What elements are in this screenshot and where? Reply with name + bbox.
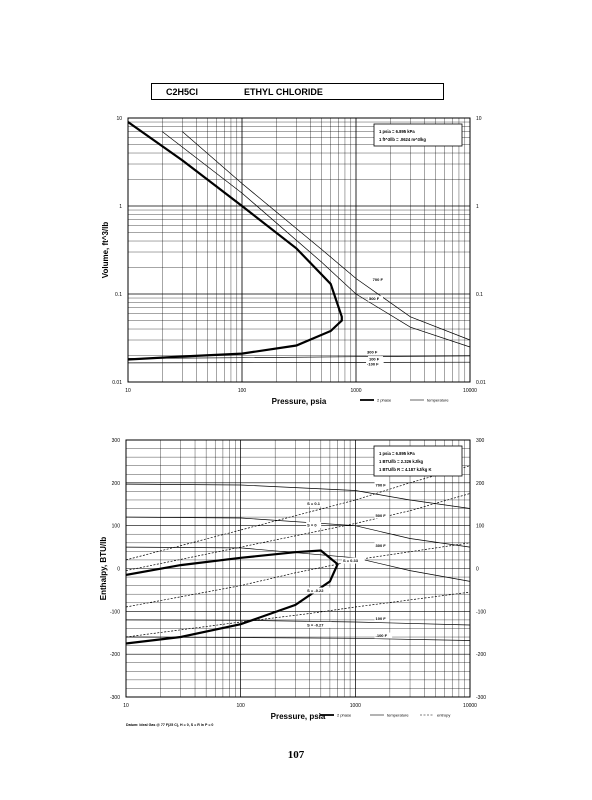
curve-label: S = 0 [307, 523, 317, 528]
curve-label: 100 F [369, 357, 380, 362]
y-tick-label-right: 300 [476, 438, 485, 444]
y-tick-label-right: 0.1 [476, 292, 483, 298]
y-tick-label-right: 100 [476, 524, 485, 530]
datum-footnote: Datum: Ideal Gas @ 77 F(25 C), H = 0, S … [126, 723, 213, 727]
legend-label: 2 phase [377, 398, 392, 403]
curve-label: 100 F [376, 616, 387, 621]
y-tick-label-right: 0 [476, 567, 479, 573]
y-tick-label-right: 0.01 [476, 380, 486, 386]
y-tick-label: 0.01 [112, 380, 122, 386]
y-tick-label: -300 [110, 695, 120, 701]
x-tick-label: 100 [238, 388, 247, 394]
series-line-700-f [182, 131, 471, 341]
y-tick-label: -200 [110, 652, 120, 658]
annotation-bg [306, 621, 332, 628]
legend-label: 2 phase [337, 713, 352, 718]
plot-frame [125, 439, 471, 698]
series-line-2-phase [127, 121, 343, 361]
series-line-s-0-27 [125, 591, 471, 638]
chemical-formula: C2H5Cl [166, 87, 199, 97]
annotation-bg [341, 557, 365, 564]
y-tick-label-right: -200 [476, 652, 486, 658]
y-tick-label-right: 1 [476, 204, 479, 210]
y-tick-label-right: -300 [476, 695, 486, 701]
y-axis-title: Enthalpy, BTU/lb [99, 537, 108, 601]
y-tick-label: 10 [116, 116, 122, 122]
y-tick-label: 300 [112, 438, 121, 444]
curve-label: 700 F [376, 482, 387, 487]
y-tick-label: 100 [112, 524, 121, 530]
curve-label: 500 F [369, 296, 380, 301]
y-tick-label-right: 200 [476, 481, 485, 487]
annotation-bg [367, 295, 383, 302]
annotation-bg [374, 542, 390, 549]
y-tick-label-right: 10 [476, 116, 482, 122]
series-line-500-f [125, 516, 471, 548]
curve-label: 300 F [376, 543, 387, 548]
plot-frame [127, 117, 471, 383]
conversion-box [373, 123, 463, 147]
series-line--100-f [125, 636, 471, 641]
annotation-bg [366, 360, 384, 367]
annotation-bg [306, 522, 322, 529]
annotation-bg [366, 349, 382, 356]
legend-label: temperature [387, 713, 409, 718]
annotation-bg [367, 356, 383, 363]
x-tick-label: 10 [125, 388, 131, 394]
curve-label: S = 0.33 [343, 558, 359, 563]
series-line--100-f [127, 361, 471, 364]
annotation-bg [374, 481, 390, 488]
curve-label: S = -0.22 [307, 588, 324, 593]
x-tick-label: 1000 [350, 388, 361, 394]
x-tick-label: 1000 [350, 703, 361, 709]
curve-label: 700 F [373, 277, 384, 282]
conversion-text: 1 psia = 6.895 kPa [379, 129, 415, 134]
conversion-text: 1 BTU/lb R = 4.187 kJ/kg K [379, 467, 431, 472]
series-line-s-0-22 [125, 542, 471, 608]
curve-label: 300 F [367, 350, 378, 355]
x-axis-title: Pressure, psia [272, 397, 327, 406]
y-axis-title: Volume, ft^3/lb [101, 222, 110, 279]
page-number: 107 [287, 749, 305, 761]
x-tick-label: 10000 [463, 388, 477, 394]
series-line-100-f [125, 619, 471, 626]
annotation-bg [374, 512, 390, 519]
series-line-500-f [162, 131, 471, 348]
conversion-text: 1 psia = 6.895 kPa [379, 451, 415, 456]
chemical-name: ETHYL CHLORIDE [244, 87, 323, 97]
curve-label: S = 0.1 [307, 501, 321, 506]
y-tick-label: 200 [112, 481, 121, 487]
annotation-bg [371, 276, 387, 283]
x-tick-label: 100 [236, 703, 245, 709]
legend-label: entropy [437, 713, 450, 718]
x-tick-label: 10 [123, 703, 129, 709]
conversion-text: 1 ft^3/lb = .0624 m^3/kg [379, 137, 426, 142]
series-line-300-f [127, 355, 471, 359]
y-tick-label: 1 [119, 204, 122, 210]
annotation-bg [374, 632, 393, 639]
series-line-2-phase [125, 549, 339, 645]
y-tick-label-right: -100 [476, 609, 486, 615]
conversion-text: 1 BTU/lb = 2.326 kJ/kg [379, 459, 424, 464]
series-line-700-f [125, 483, 471, 509]
y-tick-label: 0 [117, 567, 120, 573]
chart-title-box: C2H5Cl ETHYL CHLORIDE [151, 83, 444, 100]
curve-label: -100 F [367, 361, 379, 366]
curve-label: -100 F [376, 633, 388, 638]
curve-label: S = -0.27 [307, 622, 324, 627]
annotation-bg [374, 615, 390, 622]
series-line-s-0 [125, 493, 471, 571]
annotation-bg [306, 500, 327, 507]
conversion-box [373, 445, 463, 477]
legend-label: temperature [427, 398, 449, 403]
annotation-bg [306, 587, 332, 594]
series-line-s-0-1 [125, 465, 471, 561]
x-tick-label: 10000 [463, 703, 477, 709]
x-axis-title: Pressure, psia [271, 712, 326, 721]
y-tick-label: -100 [110, 609, 120, 615]
curve-label: 500 F [376, 513, 387, 518]
y-tick-label: 0.1 [115, 292, 122, 298]
